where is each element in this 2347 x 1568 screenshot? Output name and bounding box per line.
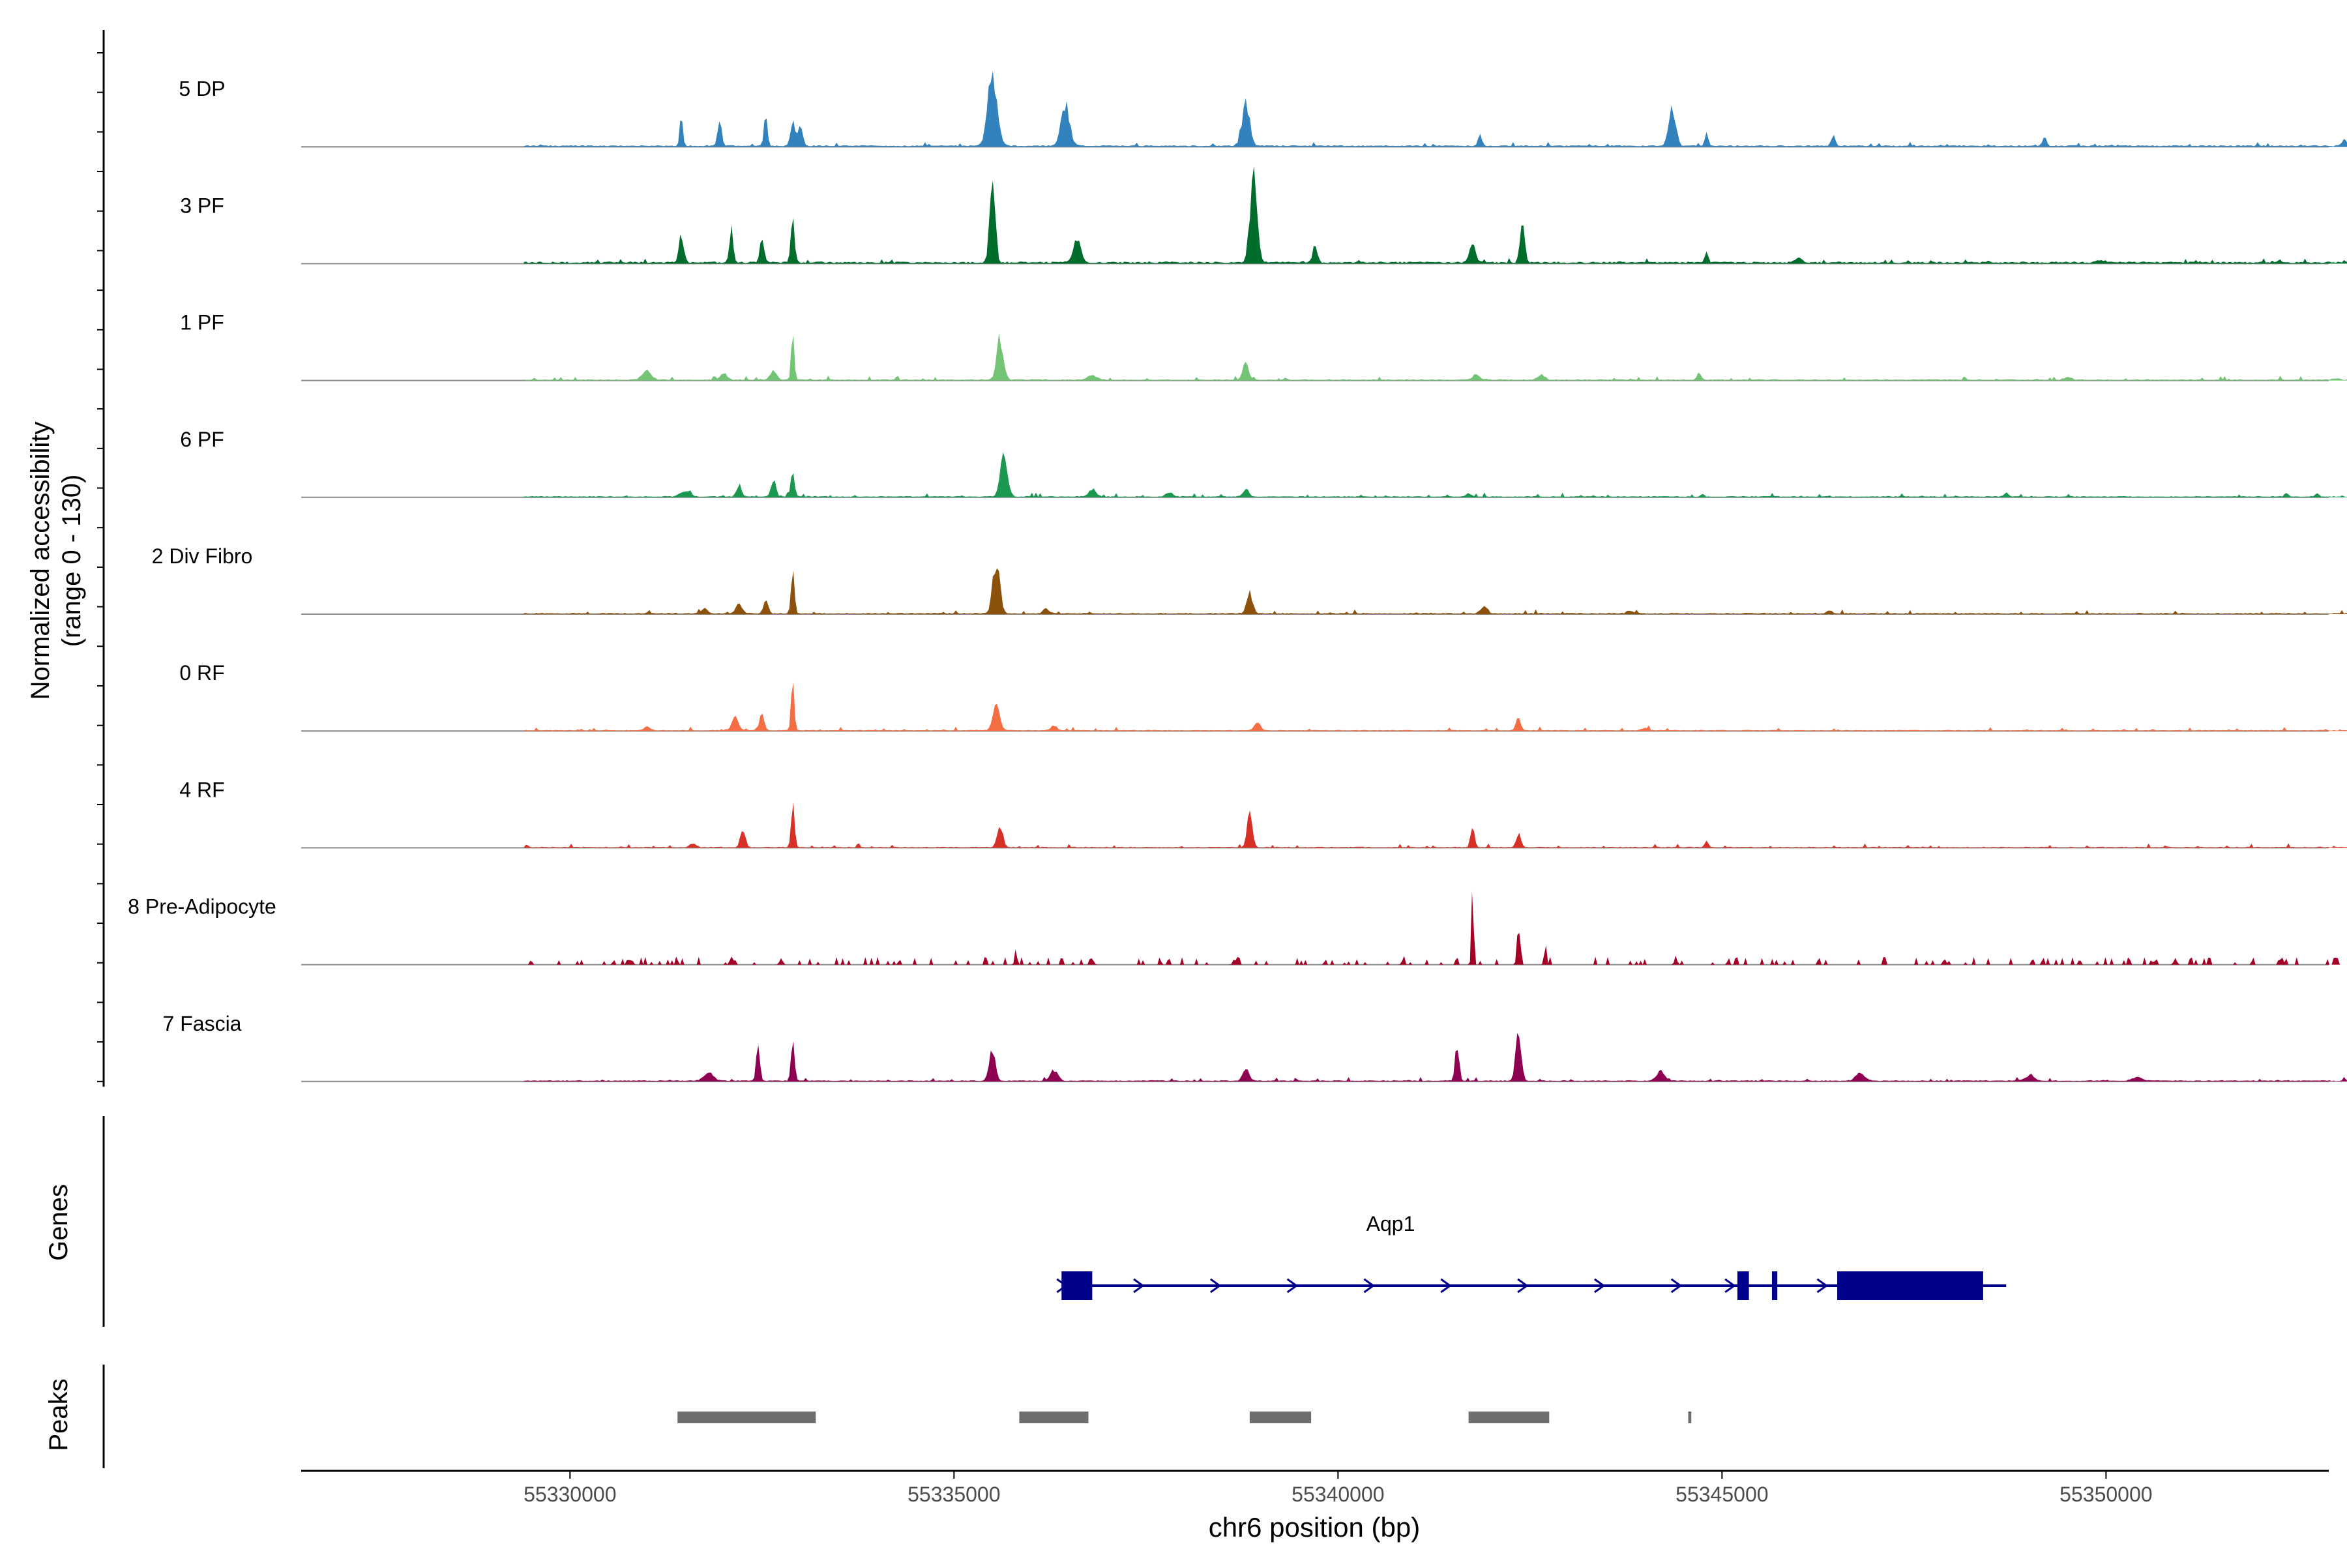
y-axis-title: Normalized accessibility (range 0 - 130) [26, 422, 86, 700]
track-area-7-fascia [524, 1033, 2347, 1082]
x-axis: 55330000 55335000 55340000 55345000 55350000 [301, 1470, 2329, 1506]
track-label-6-pf: 6 PF [180, 428, 224, 451]
track-label-2-div-fibro: 2 Div Fibro [152, 544, 253, 568]
track-label-0-rf: 0 RF [179, 661, 224, 685]
strand-arrow-icon [1440, 1278, 1452, 1294]
peak-region [1688, 1412, 1692, 1423]
track-label-4-rf: 4 RF [179, 778, 224, 801]
strand-arrow-icon [1517, 1278, 1529, 1294]
gene-exon [1061, 1271, 1093, 1300]
track-3-pf: 3 PF [180, 166, 2347, 265]
y-axis-title-line-2: (range 0 - 130) [57, 475, 86, 647]
y-axis-title-line-1: Normalized accessibility [26, 422, 55, 700]
x-tick-label: 55330000 [524, 1483, 616, 1506]
strand-arrow-icon [1724, 1278, 1736, 1294]
track-4-rf: 4 RF [179, 778, 2347, 849]
peak-region [1019, 1412, 1089, 1423]
gene-track [1056, 1271, 2007, 1300]
track-8-pre-adipocyte: 8 Pre-Adipocyte [128, 891, 2347, 966]
strand-arrow-icon [1670, 1278, 1683, 1294]
peak-track [677, 1412, 1692, 1423]
track-7-fascia: 7 Fascia [163, 1012, 2347, 1082]
peak-region [1249, 1412, 1312, 1423]
track-label-5-dp: 5 DP [179, 77, 225, 100]
track-label-1-pf: 1 PF [180, 311, 224, 334]
y-axes [97, 30, 105, 1468]
strand-arrow-icon [1286, 1278, 1299, 1294]
track-area-2-div-fibro [524, 568, 2347, 614]
peak-region [1468, 1412, 1550, 1423]
x-tick-label: 55350000 [2059, 1483, 2152, 1506]
x-tick-label: 55345000 [1675, 1483, 1768, 1506]
track-1-pf: 1 PF [180, 311, 2347, 381]
gene-label-aqp1: Aqp1 [1366, 1212, 1415, 1235]
x-axis-title: chr6 position (bp) [1209, 1512, 1421, 1543]
strand-arrow-icon [1816, 1278, 1829, 1294]
track-2-div-fibro: 2 Div Fibro [152, 544, 2347, 615]
track-0-rf: 0 RF [179, 661, 2347, 732]
peak-region [677, 1412, 816, 1423]
strand-arrow-icon [1593, 1278, 1606, 1294]
track-label-8-pre-adipocyte: 8 Pre-Adipocyte [128, 895, 276, 919]
peaks-track-title: Peaks [44, 1378, 73, 1451]
x-tick-label: 55340000 [1292, 1483, 1384, 1506]
gene-exon [1837, 1271, 1983, 1300]
coverage-tracks: 5 DP 3 PF 1 PF 6 PF 2 Div Fibro 0 RF 4 RF 8 Pre… [128, 70, 2347, 1082]
x-tick-label: 55335000 [908, 1483, 1000, 1506]
strand-arrow-icon [1209, 1278, 1222, 1294]
strand-arrow-icon [1133, 1278, 1145, 1294]
track-label-3-pf: 3 PF [180, 194, 224, 217]
track-5-dp: 5 DP [179, 70, 2347, 148]
gene-exon [1771, 1271, 1778, 1300]
track-label-7-fascia: 7 Fascia [163, 1012, 242, 1035]
track-6-pf: 6 PF [180, 428, 2347, 498]
genes-track-title: Genes [44, 1184, 73, 1261]
strand-arrow-icon [1363, 1278, 1376, 1294]
gene-exon [1737, 1271, 1749, 1300]
